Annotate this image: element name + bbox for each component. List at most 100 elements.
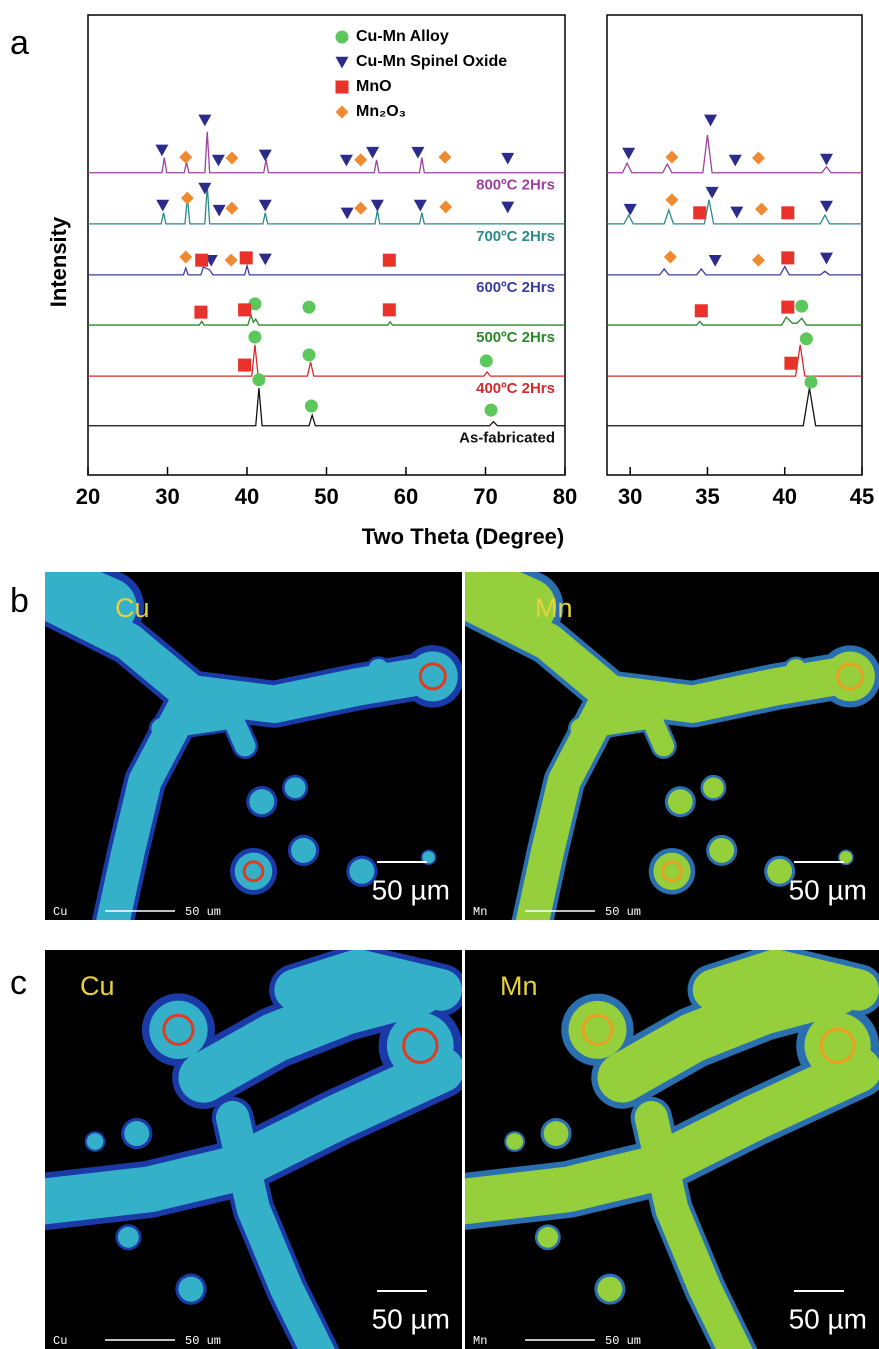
marker <box>663 250 677 264</box>
legend-label: Cu-Mn Spinel Oxide <box>356 53 507 70</box>
trace <box>88 312 565 326</box>
marker <box>693 206 707 220</box>
x-tick-label: 35 <box>695 484 719 509</box>
marker <box>781 251 795 265</box>
map-particle <box>249 789 275 815</box>
map-particle <box>839 851 853 864</box>
scale-label: 50 µm <box>372 1303 450 1334</box>
marker <box>781 300 795 314</box>
map-particle <box>506 1133 523 1150</box>
map-particle <box>709 837 735 863</box>
marker <box>728 154 742 167</box>
element-label: Cu <box>115 593 150 623</box>
trace <box>88 131 565 174</box>
marker <box>354 153 368 167</box>
legend-label: MnO <box>356 78 392 95</box>
footer-scale: 50 um <box>185 905 221 919</box>
trace <box>607 134 862 174</box>
marker <box>194 305 208 319</box>
trace-label: 500ºC 2Hrs <box>476 329 555 346</box>
marker <box>302 300 316 314</box>
map-particle <box>667 789 693 815</box>
marker <box>225 151 239 165</box>
marker <box>198 182 212 195</box>
trace <box>88 263 565 276</box>
map-content <box>465 572 879 920</box>
map-particle <box>291 837 317 863</box>
marker <box>622 147 636 160</box>
marker <box>819 200 833 213</box>
marker <box>156 199 170 212</box>
panel-label: a <box>10 24 29 62</box>
marker <box>366 146 380 159</box>
scale-label: 50 µm <box>789 1303 867 1334</box>
marker <box>705 186 719 199</box>
trace <box>607 344 862 377</box>
footer-element: Cu <box>53 1334 67 1348</box>
marker <box>258 199 272 212</box>
footer-scale: 50 um <box>605 905 641 919</box>
map-particle <box>149 1000 208 1059</box>
footer-element: Cu <box>53 905 67 919</box>
marker <box>413 199 427 212</box>
footer-scale: 50 um <box>605 1334 641 1348</box>
panel-label: b <box>10 582 29 620</box>
map-particle <box>785 659 807 680</box>
x-tick-label: 30 <box>155 484 179 509</box>
map-hotspot <box>581 1013 614 1046</box>
map-particle <box>349 858 375 884</box>
map-region <box>465 572 557 636</box>
x-tick-label: 80 <box>553 484 577 509</box>
x-tick-label: 40 <box>235 484 259 509</box>
map-particle <box>804 1012 871 1079</box>
map-hotspot <box>819 1027 856 1064</box>
marker <box>382 303 396 317</box>
marker <box>258 149 272 162</box>
marker <box>248 330 262 344</box>
trace-label: 700ºC 2Hrs <box>476 228 555 245</box>
trace-label: 600ºC 2Hrs <box>476 279 555 296</box>
marker <box>224 253 238 267</box>
map-region <box>178 964 446 1103</box>
marker <box>335 56 349 69</box>
marker <box>799 332 813 346</box>
map-content <box>465 950 879 1349</box>
marker <box>252 373 266 387</box>
map-particle <box>543 1121 569 1146</box>
map-region <box>45 572 137 636</box>
marker <box>382 253 396 267</box>
map-particle <box>568 1000 627 1059</box>
plot-frame <box>606 14 863 476</box>
marker <box>225 201 239 215</box>
marker <box>704 114 718 127</box>
trace <box>88 388 565 427</box>
x-tick-label: 30 <box>618 484 642 509</box>
marker <box>439 200 453 214</box>
element-label: Cu <box>80 971 115 1001</box>
x-tick-label: 20 <box>76 484 100 509</box>
map-content <box>45 950 462 1349</box>
map-particle <box>653 852 691 890</box>
marker <box>335 30 349 44</box>
marker <box>411 146 425 159</box>
marker <box>258 253 272 266</box>
map-content <box>45 572 462 920</box>
trace <box>607 387 862 427</box>
trace <box>88 185 565 225</box>
marker <box>751 253 765 267</box>
map-hotspot <box>661 860 683 883</box>
marker <box>339 154 353 167</box>
element-map: Mn 50 µm Mn 50 um <box>465 572 879 920</box>
map-particle <box>422 851 435 864</box>
marker <box>335 80 349 94</box>
marker <box>479 354 493 368</box>
map-particle <box>597 1276 623 1302</box>
marker <box>438 150 452 164</box>
marker <box>665 193 679 207</box>
marker <box>751 151 765 165</box>
map-particle <box>124 1121 150 1147</box>
marker <box>340 207 354 220</box>
marker <box>819 153 833 166</box>
map-hotspot <box>402 1027 439 1064</box>
trace <box>607 316 862 326</box>
